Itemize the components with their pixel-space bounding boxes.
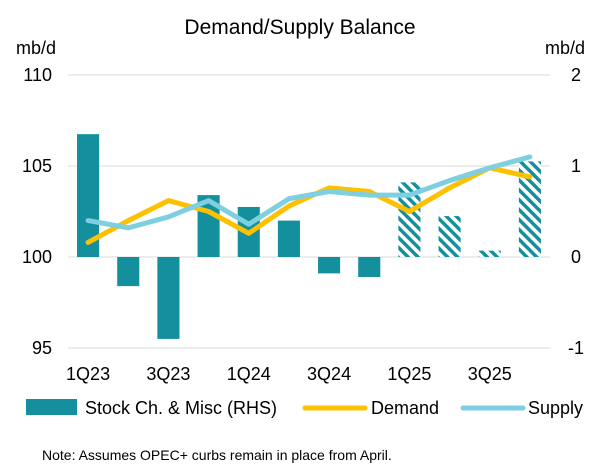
bar-0 [77, 134, 100, 257]
x-tick-label-4: 1Q24 [227, 364, 271, 384]
right-tick-label-3: 2 [571, 65, 581, 85]
legend-label-demand: Demand [371, 398, 439, 418]
right-axis-label: mb/d [545, 38, 585, 58]
chart-title: Demand/Supply Balance [184, 16, 415, 39]
chart-note: Note: Assumes OPEC+ curbs remain in plac… [42, 447, 392, 463]
x-tick-label-8: 1Q25 [387, 364, 431, 384]
left-axis-label: mb/d [16, 38, 56, 58]
bar-7 [358, 257, 381, 278]
right-axis: -1 0 1 2 [568, 65, 584, 358]
left-tick-label-1: 100 [22, 247, 52, 267]
right-tick-label-1: 0 [571, 247, 581, 267]
x-tick-label-0: 1Q23 [66, 364, 110, 384]
line-demand [85, 165, 533, 245]
legend: Stock Ch. & Misc (RHS) Demand Supply [26, 398, 583, 418]
bar-9 [438, 216, 461, 257]
bar-11 [518, 161, 541, 257]
bar-series [77, 134, 541, 339]
bar-8 [398, 182, 421, 257]
line-series [85, 154, 533, 245]
legend-label-supply: Supply [528, 398, 583, 418]
left-axis: 95 100 105 110 [22, 65, 52, 358]
x-axis: 1Q23 3Q23 1Q24 3Q24 1Q25 3Q25 [66, 364, 512, 384]
gridlines [68, 74, 550, 349]
x-tick-label-10: 3Q25 [468, 364, 512, 384]
line-supply [85, 154, 533, 231]
legend-label-stock: Stock Ch. & Misc (RHS) [85, 398, 277, 418]
legend-swatch-stock [26, 399, 77, 415]
x-tick-label-2: 3Q23 [146, 364, 190, 384]
left-tick-label-3: 110 [23, 65, 52, 85]
right-tick-label-0: -1 [568, 338, 584, 358]
bar-6 [318, 257, 341, 274]
bar-1 [117, 257, 140, 287]
x-tick-label-6: 3Q24 [307, 364, 351, 384]
bar-10 [478, 250, 501, 257]
bar-2 [157, 257, 180, 339]
left-tick-label-0: 95 [32, 338, 52, 358]
bar-5 [277, 220, 300, 257]
left-tick-label-2: 105 [22, 156, 52, 176]
right-tick-label-2: 1 [571, 156, 581, 176]
